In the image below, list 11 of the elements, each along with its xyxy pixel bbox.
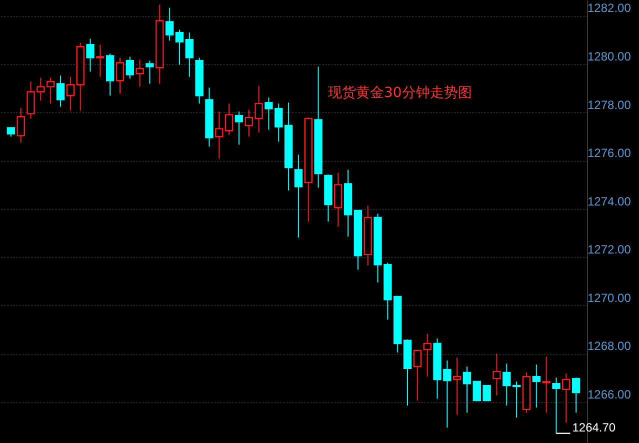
y-tick-label: 1266.00 — [588, 387, 632, 402]
y-tick-label: 1268.00 — [588, 339, 632, 354]
y-tick-label: 1272.00 — [588, 242, 632, 257]
y-tick-label: 1274.00 — [588, 194, 632, 208]
y-tick-label: 1280.00 — [588, 49, 632, 64]
y-tick-label: 1278.00 — [588, 98, 632, 112]
annotation: 1264.70 — [572, 420, 616, 434]
y-tick-label: 1276.00 — [588, 146, 632, 160]
text: 现货黄金30分钟走势图 — [328, 85, 472, 101]
y-tick-label: 1282.00 — [588, 1, 632, 16]
y-tick-label: 1270.00 — [588, 290, 632, 305]
